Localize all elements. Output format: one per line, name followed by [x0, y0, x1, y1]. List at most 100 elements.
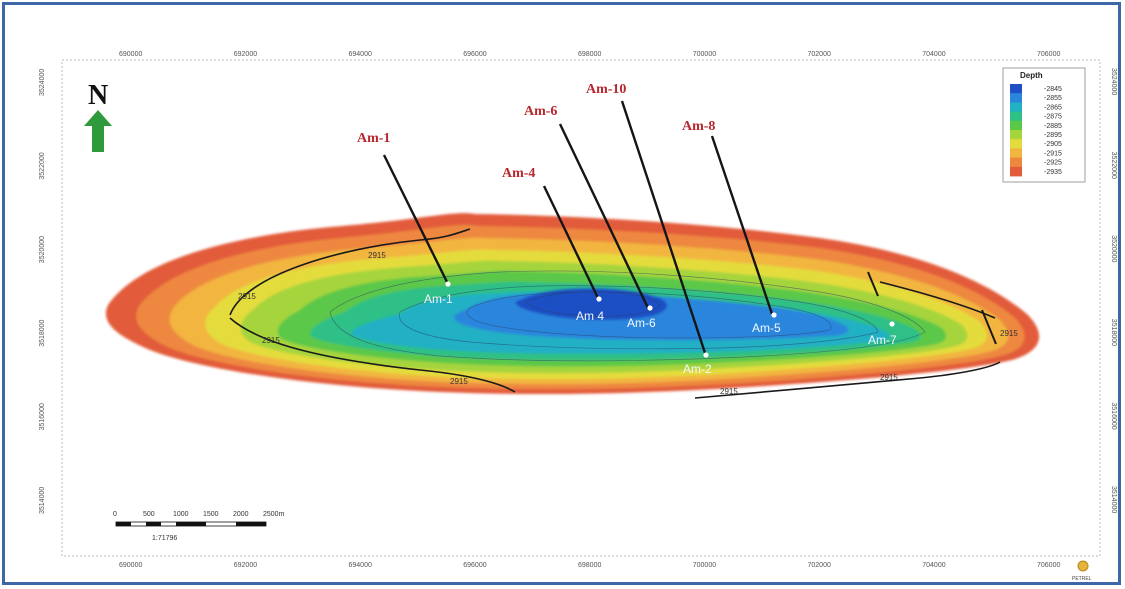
well-point-am-5 — [771, 312, 777, 318]
scale-segment — [236, 522, 266, 526]
scale-segment — [146, 522, 161, 526]
north-arrow: N — [84, 80, 112, 152]
legend-swatch — [1010, 148, 1022, 158]
scale-label: 2000 — [233, 511, 249, 518]
legend-value: -2885 — [1044, 123, 1062, 130]
x-tick-label: 698000 — [578, 51, 601, 58]
x-tick-label: 702000 — [808, 562, 831, 569]
legend-swatch — [1010, 111, 1022, 122]
y-tick-label: 3518000 — [1110, 319, 1117, 346]
plot-frame — [61, 59, 1101, 557]
legend-swatch — [1010, 102, 1022, 112]
well-label-am-1: Am-1 — [424, 292, 453, 306]
x-tick-label: 696000 — [463, 51, 486, 58]
legend-swatch — [1010, 166, 1022, 177]
legend-values: -2845 -2855 -2865 -2875 -2885 -2895 -2905 -2915… — [1044, 86, 1062, 176]
scale-ratio: 1:71796 — [152, 535, 177, 542]
well-label-am-2: Am-2 — [683, 362, 712, 376]
well-label-am-7: Am-7 — [868, 333, 897, 347]
legend-value: -2925 — [1044, 160, 1062, 167]
y-tick-label: 3522000 — [1110, 152, 1117, 179]
contour-label: 2915 — [262, 336, 280, 345]
inner-contours — [329, 270, 926, 362]
x-tick-label: 694000 — [349, 51, 372, 58]
logo-text: PETREL — [1072, 576, 1092, 582]
legend-colorbar — [1010, 84, 1022, 177]
scale-label: 1000 — [173, 511, 189, 518]
depth-surface — [105, 213, 1040, 395]
scale-label: 2500m — [263, 511, 285, 518]
legend-swatch — [1010, 157, 1022, 168]
legend-swatch — [1010, 93, 1022, 103]
x-tick-label: 706000 — [1037, 51, 1060, 58]
contour-label: 2915 — [880, 373, 898, 382]
well-trajectories — [382, 100, 774, 357]
trajectory-am-4 — [542, 185, 600, 299]
north-label: N — [88, 80, 108, 111]
x-ticks-top: 690000 692000 694000 696000 698000 700000 7020… — [119, 51, 1060, 58]
well-label-am-5: Am-5 — [752, 321, 781, 335]
y-tick-label: 3518000 — [39, 319, 46, 346]
scale-label: 1500 — [203, 511, 219, 518]
x-tick-label: 690000 — [119, 51, 142, 58]
petrel-logo: PETREL — [1072, 560, 1092, 582]
x-tick-label: 700000 — [693, 562, 716, 569]
contour-lines — [229, 228, 1001, 399]
scale-segment — [116, 522, 131, 526]
x-tick-label: 698000 — [578, 562, 601, 569]
well-point-am-2 — [703, 352, 709, 358]
x-tick-label: 706000 — [1037, 562, 1060, 569]
contour-label: 2915 — [720, 387, 738, 396]
legend-swatch — [1010, 139, 1022, 149]
scale-labels: 0 500 1000 1500 2000 2500m — [113, 511, 285, 518]
legend-value: -2895 — [1044, 132, 1062, 139]
x-tick-label: 692000 — [234, 562, 257, 569]
x-tick-label: 692000 — [234, 51, 257, 58]
scale-segment — [176, 522, 206, 526]
scale-label: 0 — [113, 511, 117, 518]
y-tick-label: 3514000 — [1110, 486, 1117, 513]
legend-value: -2915 — [1044, 150, 1062, 157]
y-tick-label: 3520000 — [1110, 235, 1117, 262]
depth-legend: Depth -2845 -2855 -2865 -2875 -2885 -2895 -290… — [1002, 67, 1086, 183]
legend-value: -2905 — [1044, 141, 1062, 148]
x-ticks-bottom: 690000 692000 694000 696000 698000 700000 7020… — [119, 562, 1060, 569]
legend-title: Depth — [1020, 71, 1043, 80]
y-tick-label: 3516000 — [1110, 402, 1117, 429]
well-title-am-8: Am-8 — [682, 119, 715, 134]
well-point-am-6 — [647, 305, 653, 311]
contour-label: 2915 — [368, 251, 386, 260]
legend-value: -2855 — [1044, 95, 1062, 102]
well-point-am-7 — [889, 321, 895, 327]
well-title-am-6: Am-6 — [524, 104, 557, 119]
legend-value: -2935 — [1044, 169, 1062, 176]
well-point-am-4 — [596, 296, 602, 302]
x-tick-label: 690000 — [119, 562, 142, 569]
y-tick-label: 3514000 — [39, 487, 46, 514]
legend-swatch — [1010, 130, 1022, 140]
trajectory-am-8 — [710, 135, 774, 315]
well-points — [445, 281, 895, 358]
scale-label: 500 — [143, 511, 155, 518]
well-title-am-4: Am-4 — [502, 166, 535, 181]
trajectory-am-10 — [620, 100, 708, 357]
x-tick-label: 696000 — [463, 562, 486, 569]
y-tick-label: 3520000 — [39, 236, 46, 263]
legend-value: -2875 — [1044, 114, 1062, 121]
x-tick-label: 702000 — [808, 51, 831, 58]
x-tick-label: 700000 — [693, 51, 716, 58]
well-title-am-1: Am-1 — [357, 131, 390, 146]
contour-label: 2915 — [238, 292, 256, 301]
y-tick-label: 3516000 — [39, 403, 46, 430]
x-tick-label: 704000 — [922, 562, 945, 569]
contour-2915-north — [229, 228, 471, 316]
contour-label: 2915 — [450, 377, 468, 386]
well-title-am-10: Am-10 — [586, 82, 626, 97]
x-tick-label: 694000 — [349, 562, 372, 569]
y-ticks-right: 3524000 3522000 3520000 3518000 3516000 35140… — [1110, 68, 1117, 513]
well-label-am-6: Am-6 — [627, 316, 656, 330]
legend-value: -2845 — [1044, 86, 1062, 93]
north-arrow-icon — [84, 110, 112, 152]
well-label-am-4: Am 4 — [576, 309, 604, 323]
